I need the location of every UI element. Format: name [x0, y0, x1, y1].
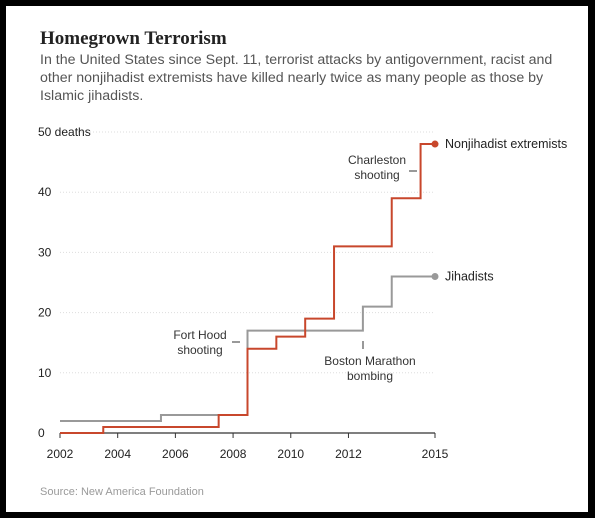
annotation-label: bombing: [347, 369, 393, 383]
chart-source: Source: New America Foundation: [40, 486, 204, 498]
x-tick-label: 2015: [422, 447, 449, 461]
series-endpoint-jihadists: [431, 272, 439, 280]
annotation-label: shooting: [177, 343, 222, 357]
x-tick-label: 2006: [162, 447, 189, 461]
y-tick-label: 30: [38, 245, 52, 259]
y-tick-label: 40: [38, 185, 52, 199]
x-tick-label: 2008: [220, 447, 247, 461]
y-tick-label: 10: [38, 366, 52, 380]
x-tick-label: 2010: [277, 447, 304, 461]
series-label-nonjihadist-extremists: Nonjihadist extremists: [445, 137, 567, 151]
y-tick-label: 20: [38, 306, 52, 320]
x-tick-label: 2002: [47, 447, 74, 461]
annotation-label: shooting: [354, 168, 399, 182]
annotation-label: Fort Hood: [173, 328, 226, 342]
chart-title: Homegrown Terrorism: [40, 28, 227, 49]
y-tick-label: 0: [38, 426, 45, 440]
x-tick-label: 2004: [104, 447, 131, 461]
y-tick-label: 50 deaths: [38, 125, 91, 139]
series-label-jihadists: Jihadists: [445, 269, 494, 283]
x-tick-label: 2012: [335, 447, 362, 461]
series-endpoint-nonjihadist-extremists: [431, 140, 439, 148]
annotation-label: Boston Marathon: [324, 354, 415, 368]
chart-subtitle: In the United States since Sept. 11, ter…: [40, 52, 553, 104]
annotation-label: Charleston: [348, 153, 406, 167]
series-line-nonjihadist-extremists: [60, 143, 435, 434]
